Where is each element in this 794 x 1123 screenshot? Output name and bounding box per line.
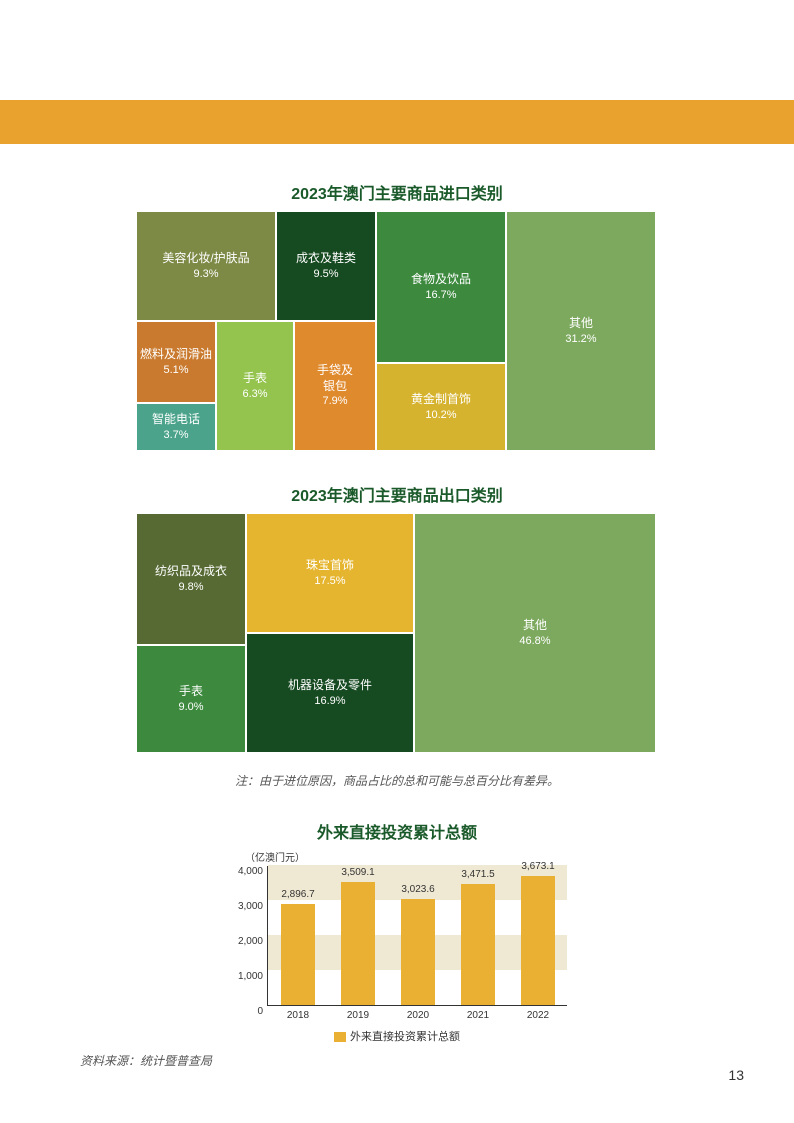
cell-label: 成衣及鞋类 bbox=[296, 251, 356, 267]
export-treemap: 纺织品及成衣9.8%珠宝首饰17.5%其他46.8%手表9.0%机器设备及零件1… bbox=[137, 514, 657, 754]
cell-percent: 3.7% bbox=[163, 428, 188, 442]
bar-value-label: 3,471.5 bbox=[461, 869, 494, 880]
cell-percent: 7.9% bbox=[322, 394, 347, 408]
bar-plot-area: 01,0002,0003,0004,0002,896.720183,509.12… bbox=[267, 866, 567, 1006]
cell-label: 食物及饮品 bbox=[411, 272, 471, 288]
treemap-cell: 手袋及银包7.9% bbox=[295, 322, 377, 452]
cell-label: 美容化妆/护肤品 bbox=[162, 251, 249, 267]
bar bbox=[401, 899, 435, 1005]
cell-percent: 16.7% bbox=[425, 288, 456, 302]
treemap-cell: 纺织品及成衣9.8% bbox=[137, 514, 247, 646]
main-content: 2023年澳门主要商品进口类别 美容化妆/护肤品9.3%成衣及鞋类9.5%食物及… bbox=[0, 180, 794, 1069]
treemap-cell: 黄金制首饰10.2% bbox=[377, 364, 507, 452]
cell-label: 黄金制首饰 bbox=[411, 392, 471, 408]
cell-label: 其他 bbox=[523, 618, 547, 634]
treemap-cell: 机器设备及零件16.9% bbox=[247, 634, 415, 754]
treemap-cell: 燃料及润滑油5.1% bbox=[137, 322, 217, 404]
treemap-cell: 手表9.0% bbox=[137, 646, 247, 754]
cell-percent: 9.3% bbox=[193, 267, 218, 281]
legend-swatch bbox=[334, 1032, 346, 1042]
x-tick-label: 2021 bbox=[467, 1010, 489, 1021]
cell-percent: 9.5% bbox=[313, 267, 338, 281]
bar-value-label: 3,673.1 bbox=[521, 861, 554, 872]
cell-percent: 9.0% bbox=[178, 700, 203, 714]
legend-label: 外来直接投资累计总额 bbox=[350, 1031, 460, 1043]
cell-label: 纺织品及成衣 bbox=[155, 564, 227, 580]
treemap-cell: 成衣及鞋类9.5% bbox=[277, 212, 377, 322]
header-band bbox=[0, 100, 794, 144]
cell-percent: 17.5% bbox=[314, 574, 345, 588]
source-text: 资料来源：统计暨普查局 bbox=[80, 1052, 794, 1069]
cell-percent: 31.2% bbox=[565, 332, 596, 346]
cell-label: 手表 bbox=[179, 684, 203, 700]
y-axis-unit: （亿澳门元） bbox=[245, 849, 567, 864]
bar-chart-title: 外来直接投资累计总额 bbox=[227, 819, 567, 843]
treemap-cell: 其他31.2% bbox=[507, 212, 657, 452]
import-treemap: 美容化妆/护肤品9.3%成衣及鞋类9.5%食物及饮品16.7%其他31.2%燃料… bbox=[137, 212, 657, 452]
import-chart-title: 2023年澳门主要商品进口类别 bbox=[0, 180, 794, 204]
x-tick-label: 2020 bbox=[407, 1010, 429, 1021]
bar bbox=[461, 884, 495, 1006]
cell-label: 智能电话 bbox=[152, 412, 200, 428]
cell-percent: 16.9% bbox=[314, 694, 345, 708]
bar bbox=[341, 882, 375, 1005]
cell-percent: 6.3% bbox=[242, 387, 267, 401]
treemap-cell: 智能电话3.7% bbox=[137, 404, 217, 452]
bar bbox=[281, 904, 315, 1005]
export-chart-title: 2023年澳门主要商品出口类别 bbox=[0, 482, 794, 506]
x-tick-label: 2019 bbox=[347, 1010, 369, 1021]
treemap-cell: 珠宝首饰17.5% bbox=[247, 514, 415, 634]
treemap-cell: 食物及饮品16.7% bbox=[377, 212, 507, 364]
cell-percent: 9.8% bbox=[178, 580, 203, 594]
bar bbox=[521, 876, 555, 1005]
treemap-cell: 手表6.3% bbox=[217, 322, 295, 452]
bar-value-label: 3,509.1 bbox=[341, 867, 374, 878]
cell-percent: 10.2% bbox=[425, 408, 456, 422]
treemap-cell: 其他46.8% bbox=[415, 514, 657, 754]
page-number: 13 bbox=[728, 1067, 744, 1083]
treemap-cell: 美容化妆/护肤品9.3% bbox=[137, 212, 277, 322]
footnote: 注：由于进位原因，商品占比的总和可能与总百分比有差异。 bbox=[0, 772, 794, 789]
cell-percent: 5.1% bbox=[163, 363, 188, 377]
x-tick-label: 2022 bbox=[527, 1010, 549, 1021]
bar-chart: 外来直接投资累计总额 （亿澳门元） 01,0002,0003,0004,0002… bbox=[227, 819, 567, 1044]
bar-legend: 外来直接投资累计总额 bbox=[227, 1028, 567, 1044]
bar-value-label: 2,896.7 bbox=[281, 889, 314, 900]
cell-label: 手袋及银包 bbox=[317, 363, 353, 394]
cell-label: 手表 bbox=[243, 371, 267, 387]
cell-percent: 46.8% bbox=[519, 634, 550, 648]
bar-value-label: 3,023.6 bbox=[401, 884, 434, 895]
cell-label: 燃料及润滑油 bbox=[140, 347, 212, 363]
cell-label: 珠宝首饰 bbox=[306, 558, 354, 574]
x-tick-label: 2018 bbox=[287, 1010, 309, 1021]
cell-label: 其他 bbox=[569, 316, 593, 332]
cell-label: 机器设备及零件 bbox=[288, 678, 372, 694]
